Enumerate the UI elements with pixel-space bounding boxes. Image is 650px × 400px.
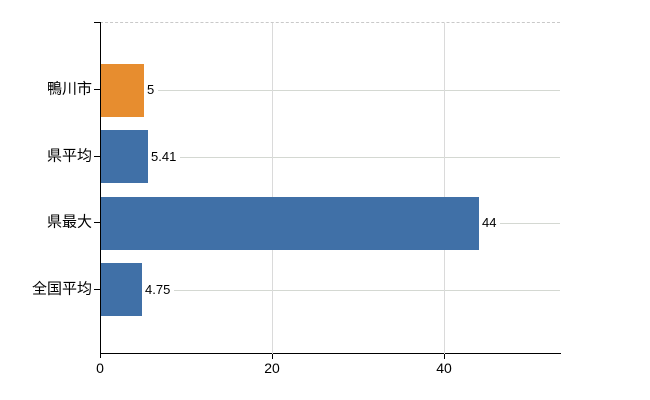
y-axis-line <box>100 22 101 358</box>
y-axis-top-tick <box>94 22 101 23</box>
value-label: 5 <box>144 81 159 99</box>
category-label: 県最大 <box>46 213 92 231</box>
category-label: 県平均 <box>46 147 92 164</box>
value-label: 5.41 <box>148 148 181 165</box>
x-gridline <box>272 23 273 354</box>
row-leader-line <box>101 289 560 291</box>
bar-4 <box>101 263 142 316</box>
bar-2 <box>101 130 148 183</box>
x-tick-label: 0 <box>96 360 104 376</box>
category-label: 鴨川市 <box>46 80 92 98</box>
bar-3 <box>101 197 479 250</box>
category-label: 全国平均 <box>31 280 92 297</box>
x-axis-tick <box>272 354 273 359</box>
x-axis-line <box>100 353 561 354</box>
value-label: 44 <box>479 214 501 232</box>
category-tick <box>94 155 101 157</box>
x-tick-label: 40 <box>436 360 452 376</box>
x-tick-label: 20 <box>264 360 280 376</box>
plot-area: 5 5.41 44 4.75 <box>100 22 560 354</box>
row-leader-line <box>101 156 560 158</box>
category-tick <box>94 288 101 290</box>
category-tick <box>94 222 101 223</box>
bar-1 <box>101 64 144 117</box>
category-tick <box>94 89 101 90</box>
row-leader-line <box>101 90 560 91</box>
value-label: 4.75 <box>142 281 175 298</box>
x-axis-tick <box>444 354 445 359</box>
x-gridline <box>444 23 445 354</box>
